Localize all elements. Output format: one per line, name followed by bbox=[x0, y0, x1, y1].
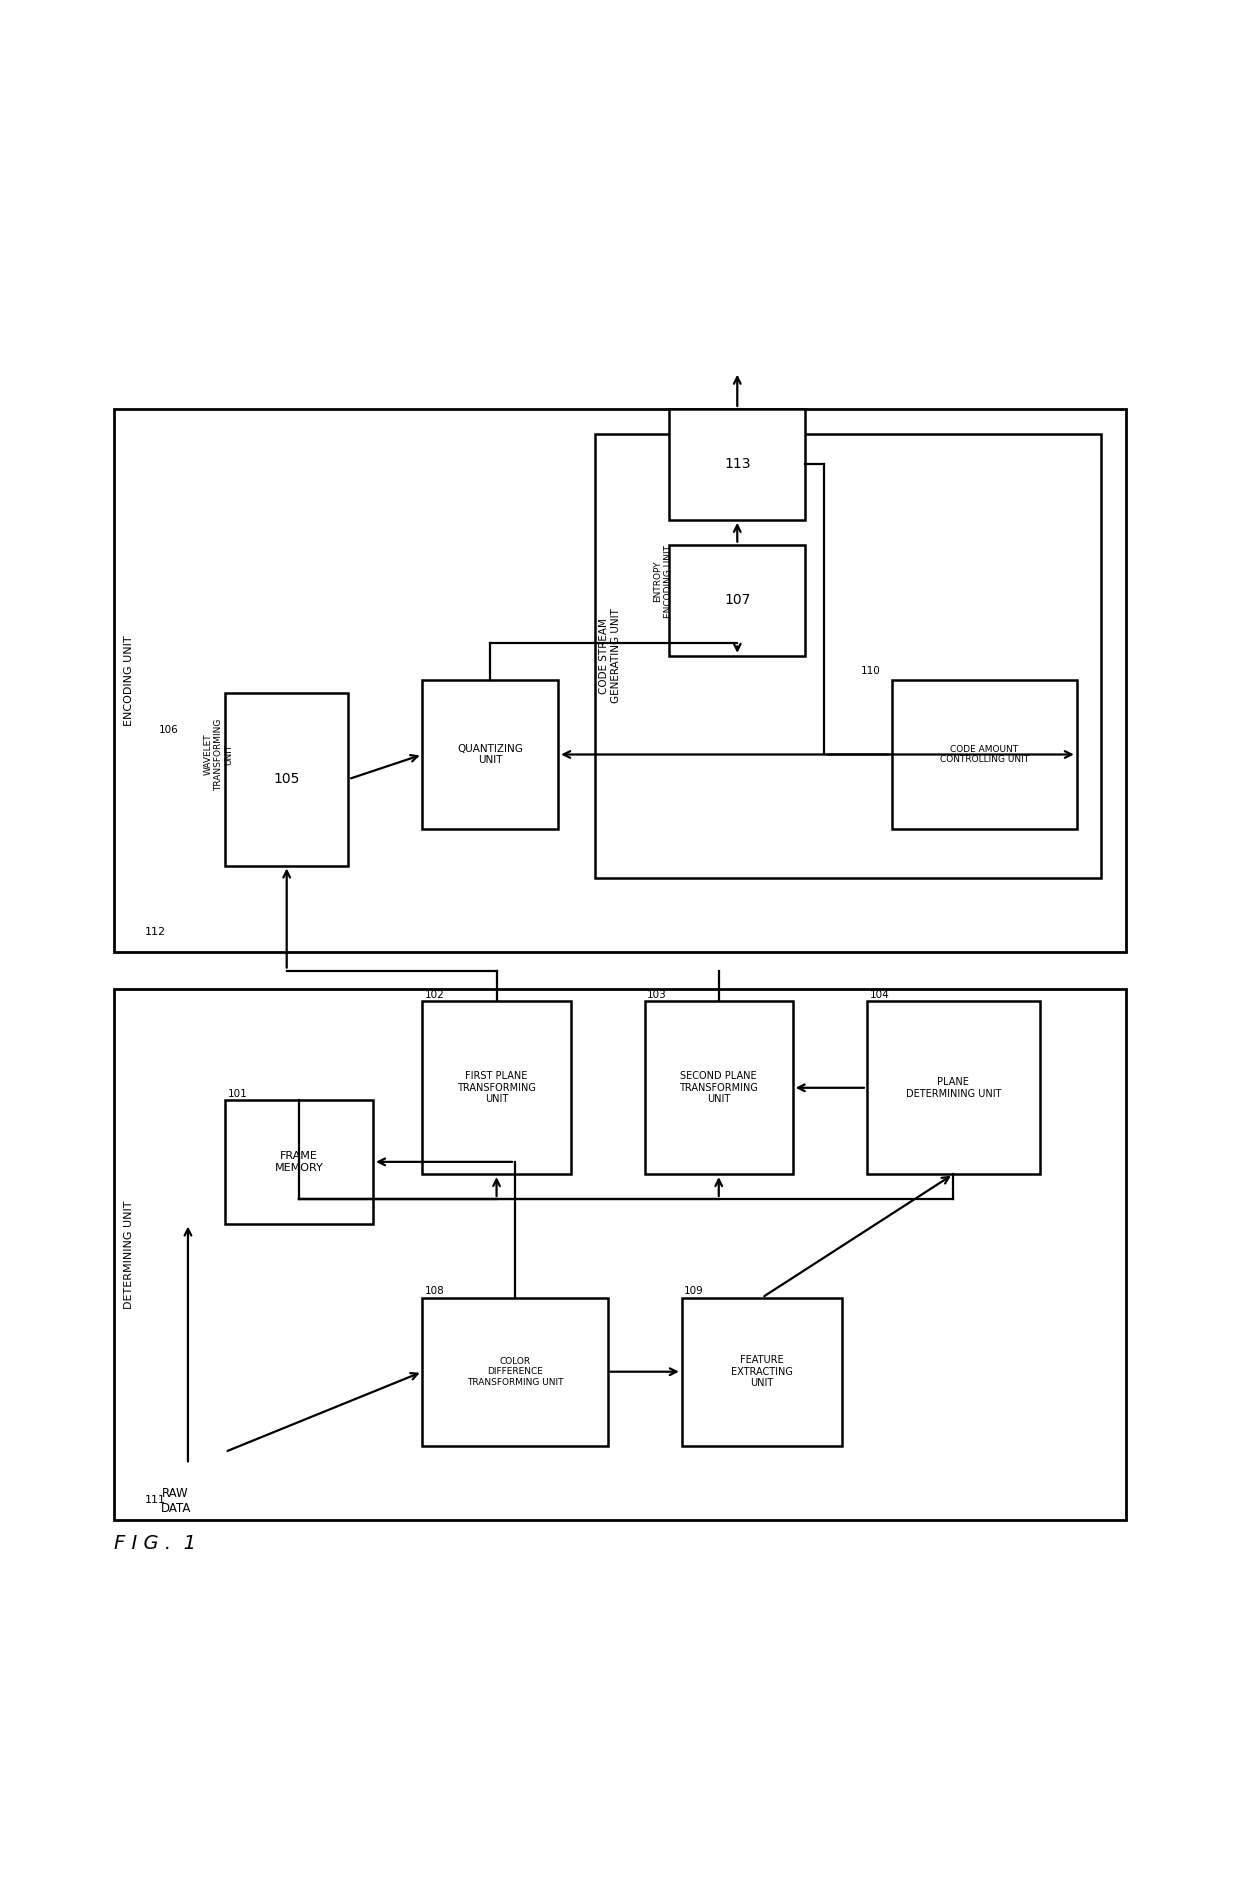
Text: 111: 111 bbox=[145, 1495, 166, 1504]
Text: 108: 108 bbox=[425, 1287, 445, 1297]
FancyBboxPatch shape bbox=[224, 693, 348, 866]
Text: 104: 104 bbox=[869, 990, 889, 1000]
Text: 103: 103 bbox=[647, 990, 667, 1000]
Text: ENCODING UNIT: ENCODING UNIT bbox=[124, 636, 134, 725]
Text: RAW
DATA: RAW DATA bbox=[160, 1487, 191, 1516]
Text: CODE STREAM
GENERATING UNIT: CODE STREAM GENERATING UNIT bbox=[599, 607, 621, 703]
Text: ENTROPY
ENCODING UNIT: ENTROPY ENCODING UNIT bbox=[653, 545, 673, 619]
FancyBboxPatch shape bbox=[892, 680, 1076, 828]
Text: 101: 101 bbox=[227, 1089, 247, 1099]
FancyBboxPatch shape bbox=[423, 1299, 608, 1445]
FancyBboxPatch shape bbox=[682, 1299, 842, 1445]
FancyBboxPatch shape bbox=[670, 545, 805, 655]
Text: F I G .  1: F I G . 1 bbox=[114, 1535, 196, 1554]
FancyBboxPatch shape bbox=[670, 409, 805, 520]
Text: 107: 107 bbox=[724, 594, 750, 607]
FancyBboxPatch shape bbox=[645, 1002, 792, 1175]
Text: CODE AMOUNT
CONTROLLING UNIT: CODE AMOUNT CONTROLLING UNIT bbox=[940, 744, 1029, 764]
FancyBboxPatch shape bbox=[114, 988, 1126, 1519]
Text: FRAME
MEMORY: FRAME MEMORY bbox=[275, 1152, 324, 1173]
Text: 105: 105 bbox=[274, 773, 300, 786]
FancyBboxPatch shape bbox=[867, 1002, 1039, 1175]
Text: 113: 113 bbox=[724, 457, 750, 472]
Text: SECOND PLANE
TRANSFORMING
UNIT: SECOND PLANE TRANSFORMING UNIT bbox=[680, 1072, 758, 1104]
Text: WAVELET
TRANSFORMING
UNIT: WAVELET TRANSFORMING UNIT bbox=[203, 718, 233, 790]
FancyBboxPatch shape bbox=[595, 434, 1101, 878]
Text: 112: 112 bbox=[145, 927, 166, 937]
Text: 106: 106 bbox=[159, 725, 179, 735]
FancyBboxPatch shape bbox=[224, 1101, 373, 1224]
Text: FIRST PLANE
TRANSFORMING
UNIT: FIRST PLANE TRANSFORMING UNIT bbox=[458, 1072, 536, 1104]
Text: DETERMINING UNIT: DETERMINING UNIT bbox=[124, 1200, 134, 1308]
Text: QUANTIZING
UNIT: QUANTIZING UNIT bbox=[458, 744, 523, 765]
Text: FEATURE
EXTRACTING
UNIT: FEATURE EXTRACTING UNIT bbox=[732, 1356, 792, 1388]
Text: PLANE
DETERMINING UNIT: PLANE DETERMINING UNIT bbox=[905, 1078, 1001, 1099]
FancyBboxPatch shape bbox=[114, 409, 1126, 952]
Text: 102: 102 bbox=[425, 990, 445, 1000]
FancyBboxPatch shape bbox=[423, 1002, 570, 1175]
Text: 109: 109 bbox=[684, 1287, 704, 1297]
FancyBboxPatch shape bbox=[423, 680, 558, 828]
Text: COLOR
DIFFERENCE
TRANSFORMING UNIT: COLOR DIFFERENCE TRANSFORMING UNIT bbox=[466, 1358, 563, 1386]
Text: 110: 110 bbox=[861, 666, 880, 676]
